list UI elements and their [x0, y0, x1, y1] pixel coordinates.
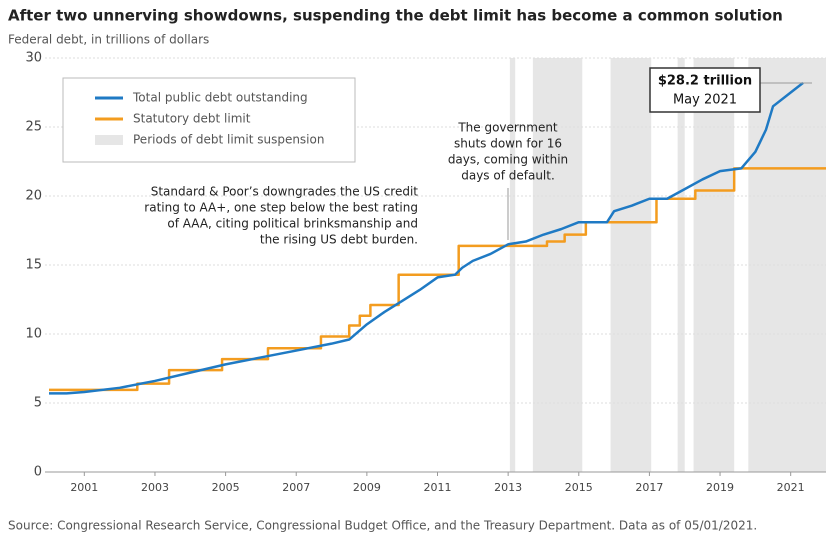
- annotation: days, coming within: [448, 153, 568, 167]
- legend-label: Total public debt outstanding: [132, 91, 308, 105]
- y-tick-label: 25: [25, 120, 42, 135]
- series-line: [49, 81, 804, 395]
- annotation: of AAA, citing political brinksmanship a…: [167, 217, 418, 231]
- x-tick-label: 2001: [70, 481, 98, 494]
- y-tick-label: 10: [25, 327, 42, 342]
- y-tick-label: 5: [34, 396, 42, 411]
- y-tick-label: 30: [25, 51, 42, 66]
- x-tick-label: 2015: [565, 481, 593, 494]
- chart-title: After two unnerving showdowns, suspendin…: [8, 7, 783, 25]
- callout-text: $28.2 trillion: [658, 74, 752, 89]
- x-tick-label: 2013: [494, 481, 522, 494]
- x-tick-label: 2021: [777, 481, 805, 494]
- x-tick-label: 2005: [212, 481, 240, 494]
- x-tick-label: 2011: [424, 481, 452, 494]
- y-tick-label: 20: [25, 189, 42, 204]
- x-tick-label: 2019: [706, 481, 734, 494]
- legend-label: Statutory debt limit: [133, 112, 251, 126]
- annotation: Standard & Poor’s downgrades the US cred…: [151, 185, 419, 199]
- callout-text: May 2021: [673, 93, 737, 108]
- x-tick-label: 2017: [635, 481, 663, 494]
- legend-swatch: [95, 135, 123, 145]
- annotation: The government: [457, 121, 558, 135]
- suspension-period: [509, 58, 516, 472]
- annotation: shuts down for 16: [454, 137, 562, 151]
- y-tick-label: 15: [25, 258, 42, 273]
- callout-box: [649, 67, 761, 113]
- x-tick-label: 2003: [141, 481, 169, 494]
- chart-subtitle: Federal debt, in trillions of dollars: [8, 33, 209, 47]
- source-note: Source: Congressional Research Service, …: [8, 519, 757, 533]
- y-tick-label: 0: [34, 465, 42, 480]
- annotation: days of default.: [461, 169, 555, 183]
- legend-label: Periods of debt limit suspension: [133, 133, 324, 147]
- annotation: the rising US debt burden.: [260, 233, 418, 247]
- x-tick-label: 2009: [353, 481, 381, 494]
- annotation: rating to AA+, one step below the best r…: [144, 201, 418, 215]
- x-tick-label: 2007: [282, 481, 310, 494]
